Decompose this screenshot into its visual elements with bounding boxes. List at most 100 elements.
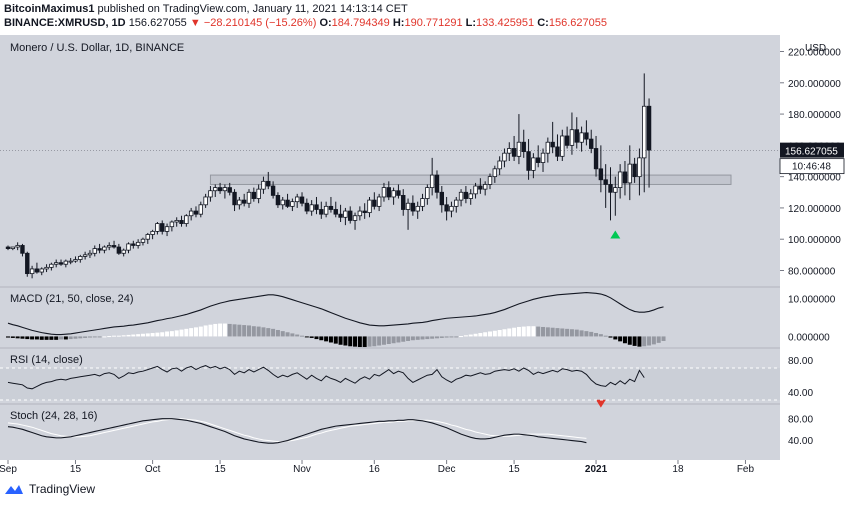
publisher-name[interactable]: BitcoinMaximus1	[4, 3, 95, 15]
candle-down	[251, 191, 257, 199]
macd-histogram-bar	[198, 326, 203, 337]
candle-up	[367, 199, 372, 214]
macd-histogram-bar	[507, 328, 512, 337]
candle-up	[487, 176, 493, 185]
macd-histogram-bar	[512, 327, 517, 337]
macd-histogram-bar	[401, 336, 406, 342]
macd-histogram-bar	[391, 336, 396, 344]
candle-down	[584, 132, 589, 140]
candle-up	[429, 174, 435, 188]
candle-up	[473, 185, 478, 195]
rsi-label: RSI (14, close)	[10, 354, 83, 366]
candle-up	[613, 187, 618, 193]
candle-up	[531, 157, 536, 171]
candle-down	[511, 148, 517, 157]
macd-histogram-bar	[49, 336, 54, 340]
candle-up	[87, 252, 93, 256]
candle-up	[502, 152, 507, 162]
sell-signal-arrow	[595, 399, 606, 408]
macd-histogram-bar	[434, 336, 439, 339]
low-label: L:	[465, 17, 477, 29]
macd-histogram-bar	[579, 330, 584, 337]
macd-histogram-bar	[608, 336, 613, 338]
price-axis-tick-label: 220.000000	[788, 48, 841, 59]
candle-down	[285, 199, 290, 207]
candle-down	[396, 190, 401, 196]
candle-up	[145, 234, 150, 240]
candle-down	[232, 191, 237, 206]
macd-histogram-bar	[34, 336, 39, 340]
macd-histogram-bar	[651, 336, 656, 345]
macd-histogram-bar	[256, 326, 261, 337]
macd-histogram-bar	[430, 336, 435, 339]
macd-label: MACD (21, 50, close, 24)	[10, 293, 134, 305]
candle-down	[362, 210, 367, 214]
macd-histogram-bar	[78, 336, 83, 339]
macd-histogram-bar	[560, 328, 565, 337]
macd-histogram-bar	[87, 336, 92, 338]
macd-histogram-bar	[661, 336, 666, 341]
candle-down	[478, 185, 483, 190]
macd-histogram-bar	[516, 326, 521, 337]
candle-up	[222, 187, 228, 192]
macd-histogram-bar	[396, 336, 401, 343]
macd-histogram-bar	[328, 336, 333, 343]
macd-histogram-bar	[536, 326, 541, 337]
macd-histogram-bar	[309, 336, 314, 338]
macd-histogram-bar	[372, 336, 377, 347]
macd-histogram-bar	[116, 335, 121, 337]
countdown-tag-label: 10:46:48	[792, 162, 831, 173]
candle-up	[343, 210, 348, 218]
stoch-axis-tick-label: 80.00	[788, 415, 813, 426]
macd-histogram-bar	[126, 334, 131, 337]
price-axis-tick-label: 100.000000	[788, 235, 841, 246]
macd-histogram-bar	[642, 336, 647, 347]
macd-histogram-bar	[54, 336, 59, 340]
high-label: H:	[392, 17, 405, 29]
macd-histogram-bar	[275, 329, 280, 337]
macd-histogram-bar	[280, 331, 285, 337]
macd-histogram-bar	[227, 323, 232, 337]
candle-down	[25, 252, 30, 275]
tradingview-logo[interactable]: TradingView	[4, 482, 95, 496]
tradingview-logo-text: TradingView	[29, 482, 96, 496]
candle-down	[439, 191, 444, 206]
candle-down	[160, 223, 165, 232]
macd-histogram-bar	[68, 336, 73, 340]
candle-down	[58, 262, 64, 265]
candle-up	[92, 248, 97, 254]
macd-histogram-bar	[6, 336, 10, 338]
macd-histogram-bar	[603, 335, 608, 337]
macd-histogram-bar	[232, 324, 237, 337]
candle-up	[169, 221, 175, 228]
macd-histogram-bar	[203, 325, 208, 337]
macd-histogram-bar	[165, 331, 170, 337]
macd-histogram-bar	[545, 327, 550, 337]
candle-down	[314, 204, 319, 210]
candle-up	[540, 152, 546, 163]
candle-up	[140, 238, 146, 243]
rsi-line	[7, 365, 645, 390]
macd-histogram-bar	[618, 336, 623, 342]
candle-up	[126, 243, 131, 251]
candle-up	[425, 187, 430, 199]
macd-histogram-bar	[184, 328, 189, 337]
candle-down	[328, 205, 334, 210]
macd-histogram-bar	[386, 336, 391, 344]
candle-down	[434, 174, 440, 193]
price-axis-tick-label: 180.000000	[788, 110, 841, 121]
macd-histogram-bar	[502, 329, 507, 337]
macd-histogram-bar	[550, 327, 555, 337]
chart-area[interactable]: 80.000000100.000000120.000000140.0000001…	[0, 35, 850, 475]
macd-histogram-bar	[136, 334, 141, 337]
macd-histogram-bar	[271, 328, 276, 337]
candle-up	[280, 199, 285, 206]
candle-up	[29, 268, 35, 275]
open-value: 184.794349	[331, 17, 390, 29]
macd-histogram-bar	[160, 332, 165, 337]
candle-down	[217, 187, 223, 192]
candle-up	[78, 256, 83, 260]
time-axis-tick-label: 16	[369, 464, 381, 475]
candle-up	[261, 180, 266, 190]
time-axis-area	[0, 460, 850, 475]
